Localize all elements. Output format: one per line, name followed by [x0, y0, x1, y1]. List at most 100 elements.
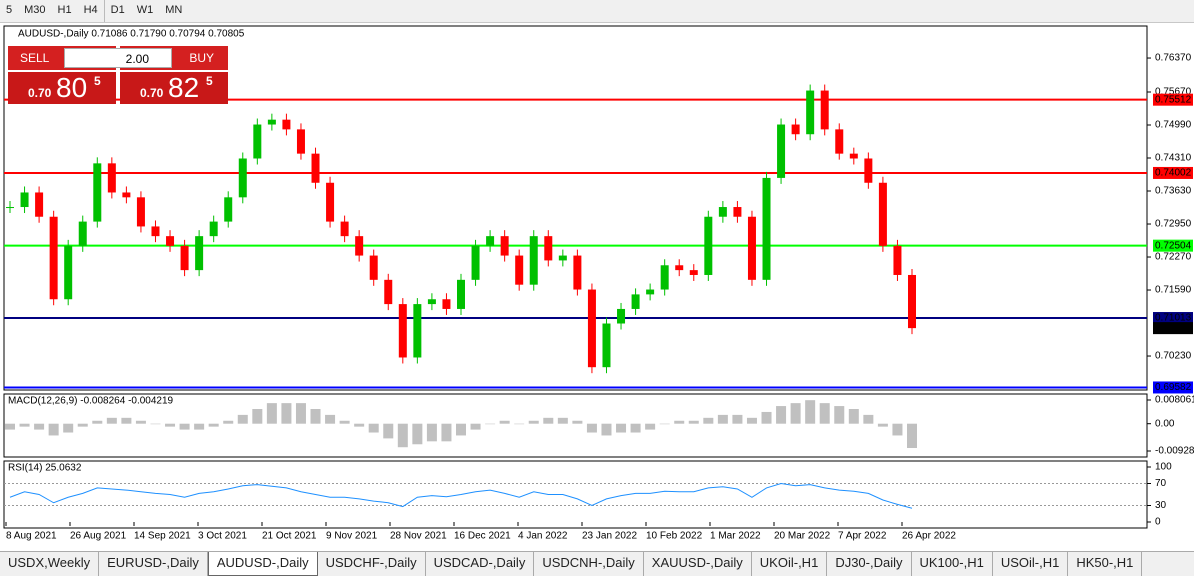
macd-bar: [354, 423, 365, 427]
candle: [442, 299, 451, 309]
candle: [224, 197, 233, 222]
macd-bar: [776, 406, 787, 424]
macd-bar: [470, 423, 481, 430]
macd-bar: [877, 423, 888, 427]
candle: [457, 279, 465, 309]
macd-bar: [456, 423, 466, 436]
price-tag: [1153, 312, 1193, 325]
candle: [107, 163, 116, 193]
macd-bar: [790, 403, 801, 424]
y-tick-label: 0.00: [1155, 418, 1175, 429]
macd-bar: [863, 414, 874, 424]
candle: [675, 265, 684, 271]
macd-bar: [310, 408, 321, 424]
macd-bar: [616, 423, 627, 433]
x-tick-label: 28 Nov 2021: [390, 531, 447, 542]
macd-bar: [601, 423, 612, 436]
candle: [413, 304, 422, 358]
chart-tab[interactable]: USDCHF-,Daily: [318, 552, 426, 576]
macd-bar: [688, 420, 699, 424]
macd-bar: [295, 403, 306, 424]
candle: [733, 207, 742, 217]
price-tag-label: 0.69582: [1155, 382, 1192, 393]
candle: [151, 226, 160, 237]
current-price-label: 0.70805: [1155, 323, 1192, 334]
price-tag-label: 0.74002: [1155, 168, 1192, 179]
timeframe-button[interactable]: H1: [57, 4, 72, 16]
chart-tab[interactable]: EURUSD-,Daily: [99, 552, 208, 576]
macd-bar: [237, 414, 248, 424]
macd-bar: [717, 414, 728, 424]
candle: [587, 289, 596, 368]
y-tick-label: 0.75670: [1155, 87, 1192, 98]
candle: [369, 255, 378, 280]
candle: [122, 192, 131, 198]
x-tick-label: 21 Oct 2021: [262, 531, 317, 542]
chart-tab[interactable]: USDCAD-,Daily: [426, 552, 535, 576]
candle: [355, 236, 364, 256]
macd-bar: [761, 411, 772, 424]
macd-bar: [150, 423, 161, 425]
y-tick-label: 100: [1155, 462, 1172, 473]
macd-bar: [528, 420, 539, 424]
x-tick-label: 8 Aug 2021: [6, 531, 57, 542]
macd-bar: [499, 420, 510, 424]
candle: [267, 119, 276, 125]
timeframe-button[interactable]: D1: [110, 4, 125, 16]
candle: [311, 153, 320, 183]
macd-bar: [586, 423, 597, 433]
candle: [908, 274, 916, 329]
macd-bar: [630, 423, 641, 433]
chart-tab[interactable]: HK50-,H1: [1068, 552, 1143, 576]
x-tick-label: 4 Jan 2022: [518, 531, 568, 542]
candle: [384, 279, 393, 305]
candle: [471, 245, 480, 280]
chart-tab[interactable]: DJ30-,Daily: [827, 552, 912, 576]
timeframe-button[interactable]: MN: [165, 4, 183, 16]
timeframe-button[interactable]: 5: [6, 4, 13, 16]
macd-bar: [907, 423, 917, 448]
macd-bar: [223, 420, 234, 424]
candle: [849, 153, 858, 159]
candle: [195, 236, 204, 271]
macd-bar: [194, 423, 205, 430]
chart-tab[interactable]: USDX,Weekly: [0, 552, 100, 576]
chart-tab[interactable]: UKOil-,H1: [752, 552, 828, 576]
chart-tab[interactable]: USOil-,H1: [993, 552, 1069, 576]
candle: [253, 124, 262, 159]
macd-bar: [121, 417, 132, 424]
macd-bar: [557, 417, 568, 424]
candle: [20, 192, 29, 208]
chart-tab[interactable]: XAUUSD-,Daily: [644, 552, 752, 576]
panel-frame: [3, 393, 1148, 458]
x-tick-label: 26 Aug 2021: [70, 531, 127, 542]
x-tick-label: 23 Jan 2022: [582, 531, 637, 542]
timeframe-button[interactable]: W1: [136, 4, 154, 16]
macd-bar: [659, 423, 670, 425]
buy-price[interactable]: 0.70 82 5: [120, 72, 228, 104]
price-tag-label: 0.71013: [1155, 313, 1192, 324]
candle: [515, 255, 524, 285]
panel-title: RSI(14) 25.0632: [8, 463, 82, 474]
candle: [544, 236, 553, 261]
candle: [878, 182, 887, 246]
sell-price[interactable]: 0.70 80 5: [8, 72, 116, 104]
candle: [209, 221, 218, 237]
panel-title: AUDUSD-,Daily 0.71086 0.71790 0.70794 0.…: [18, 29, 245, 40]
y-tick-label: 0.76370: [1155, 53, 1192, 64]
timeframe-button[interactable]: M30: [24, 4, 46, 16]
chart-tab[interactable]: USDCNH-,Daily: [534, 552, 644, 576]
macd-bar: [179, 423, 190, 430]
price-big: 82: [168, 72, 200, 103]
lot-input[interactable]: 2.00: [64, 48, 172, 68]
y-tick-label: 30: [1155, 500, 1167, 511]
x-tick-label: 20 Mar 2022: [774, 531, 831, 542]
chart-tab[interactable]: UK100-,H1: [912, 552, 993, 576]
price-sup: 5: [206, 74, 213, 88]
chart-tab[interactable]: AUDUSD-,Daily: [207, 552, 318, 576]
x-tick-label: 3 Oct 2021: [198, 531, 247, 542]
chart-tabs: USDX,Weekly EURUSD-,Daily AUDUSD-,Daily USD…: [0, 551, 1194, 576]
timeframe-button[interactable]: H4: [78, 0, 105, 22]
candle: [704, 216, 713, 275]
